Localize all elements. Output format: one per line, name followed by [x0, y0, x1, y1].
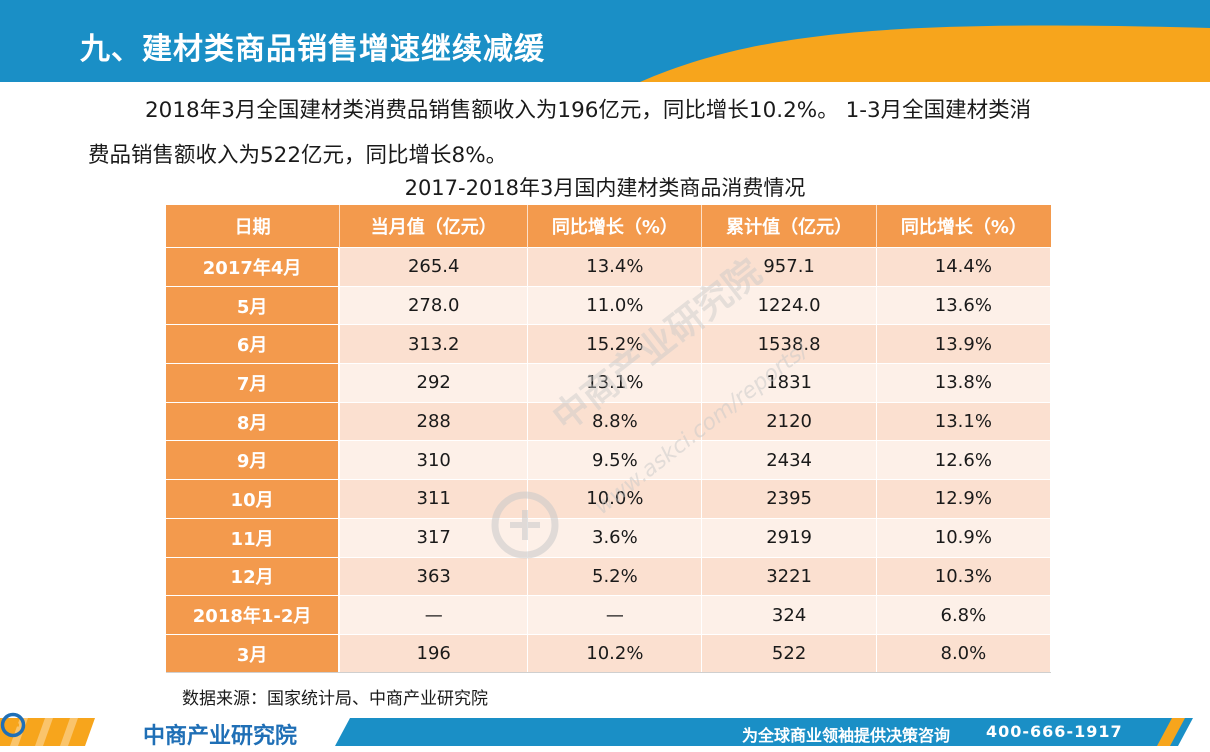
- table-title: 2017-2018年3月国内建材类商品消费情况: [404, 176, 806, 200]
- row-value-cell: 313.2: [340, 325, 529, 365]
- intro-line-2: 费品销售额收入为522亿元，同比增长8%。: [88, 143, 508, 168]
- row-value-cell: 5.2%: [528, 557, 703, 597]
- row-value-cell: 12.6%: [876, 441, 1051, 481]
- row-value-cell: 957.1: [702, 248, 877, 287]
- row-value-cell: 15.2%: [528, 325, 703, 365]
- column-header: 同比增长（%）: [876, 205, 1051, 248]
- row-date-cell: 10月: [166, 480, 341, 519]
- row-value-cell: 13.1%: [528, 364, 703, 403]
- row-value-cell: 288: [340, 402, 529, 442]
- table-row: 8月 288 8.8% 2120 13.1%: [166, 402, 1051, 442]
- row-value-cell: 12.9%: [876, 480, 1051, 519]
- row-value-cell: 10.9%: [876, 518, 1051, 558]
- data-source: 数据来源：国家统计局、中商产业研究院: [182, 689, 488, 709]
- row-value-cell: 8.0%: [876, 634, 1051, 674]
- row-date-cell: 12月: [166, 557, 341, 597]
- row-value-cell: 13.8%: [876, 364, 1051, 403]
- row-value-cell: 522: [702, 634, 877, 674]
- page-title: 九、建材类商品销售增速继续减缓: [80, 32, 545, 67]
- row-date-cell: 11月: [166, 518, 341, 558]
- table-bottom-divider: [166, 672, 1051, 673]
- row-date-cell: 2017年4月: [166, 248, 341, 287]
- row-value-cell: 265.4: [340, 248, 529, 287]
- row-value-cell: 9.5%: [528, 441, 703, 481]
- row-date-cell: 3月: [166, 634, 341, 674]
- table-row: 3月 196 10.2% 522 8.0%: [166, 634, 1051, 674]
- row-value-cell: 1831: [702, 364, 877, 403]
- row-value-cell: 196: [340, 634, 529, 674]
- row-value-cell: 6.8%: [876, 596, 1051, 635]
- table-row: 2017年4月 265.4 13.4% 957.1 14.4%: [166, 248, 1051, 287]
- row-date-cell: 8月: [166, 402, 341, 442]
- table-row: 9月 310 9.5% 2434 12.6%: [166, 441, 1051, 481]
- row-value-cell: 10.2%: [528, 634, 703, 674]
- row-value-cell: 13.6%: [876, 286, 1051, 326]
- row-value-cell: 2395: [702, 480, 877, 519]
- column-header: 同比增长（%）: [528, 205, 703, 248]
- table-row: 6月 313.2 15.2% 1538.8 13.9%: [166, 325, 1051, 365]
- row-value-cell: 3221: [702, 557, 877, 597]
- intro-line-1: 2018年3月全国建材类消费品销售额收入为196亿元，同比增长10.2%。 1-…: [145, 98, 1032, 123]
- table-row: 10月 311 10.0% 2395 12.9%: [166, 480, 1051, 519]
- row-value-cell: 311: [340, 480, 529, 519]
- footer-phone: 400-666-1917: [986, 722, 1123, 741]
- row-value-cell: 1224.0: [702, 286, 877, 326]
- row-value-cell: 8.8%: [528, 402, 703, 442]
- table-row: 5月 278.0 11.0% 1224.0 13.6%: [166, 286, 1051, 326]
- header-banner: 九、建材类商品销售增速继续减缓: [0, 0, 1210, 82]
- row-value-cell: 324: [702, 596, 877, 635]
- row-value-cell: 2919: [702, 518, 877, 558]
- table-row: 12月 363 5.2% 3221 10.3%: [166, 557, 1051, 597]
- table-row: 7月 292 13.1% 1831 13.8%: [166, 364, 1051, 403]
- row-date-cell: 6月: [166, 325, 341, 365]
- row-value-cell: 292: [340, 364, 529, 403]
- table-header-row: 日期 当月值（亿元） 同比增长（%） 累计值（亿元） 同比增长（%）: [166, 205, 1051, 248]
- column-header: 当月值（亿元）: [340, 205, 529, 248]
- row-date-cell: 7月: [166, 364, 341, 403]
- column-header: 日期: [166, 205, 341, 248]
- row-value-cell: 13.9%: [876, 325, 1051, 365]
- row-value-cell: 2120: [702, 402, 877, 442]
- row-value-cell: 1538.8: [702, 325, 877, 365]
- header-background: [0, 0, 1210, 82]
- intro-paragraph: 2018年3月全国建材类消费品销售额收入为196亿元，同比增长10.2%。 1-…: [88, 88, 1128, 178]
- row-value-cell: 310: [340, 441, 529, 481]
- row-value-cell: 317: [340, 518, 529, 558]
- table-row: 2018年1-2月 — —324 6.8%: [166, 596, 1051, 635]
- row-value-cell: 14.4%: [876, 248, 1051, 287]
- askci-logo-icon: [0, 712, 26, 738]
- footer-bar: 中商产业研究院 为全球商业领袖提供决策咨询 400-666-1917: [0, 712, 1210, 752]
- footer-slogan: 为全球商业领袖提供决策咨询: [742, 726, 951, 745]
- row-value-cell: 11.0%: [528, 286, 703, 326]
- row-value-cell: —: [528, 596, 703, 635]
- row-value-cell: 10.3%: [876, 557, 1051, 597]
- sales-table: 日期 当月值（亿元） 同比增长（%） 累计值（亿元） 同比增长（%） 2017年…: [166, 205, 1051, 674]
- table-body: 2017年4月 265.4 13.4% 957.1 14.4% 5月 278.0 11.0% 1…: [166, 248, 1051, 674]
- row-date-cell: 5月: [166, 286, 341, 326]
- footer-brand: 中商产业研究院: [143, 724, 298, 749]
- column-header: 累计值（亿元）: [702, 205, 877, 248]
- table-row: 11月 317 3.6% 2919 10.9%: [166, 518, 1051, 558]
- row-value-cell: 13.4%: [528, 248, 703, 287]
- row-value-cell: —: [340, 596, 529, 635]
- row-value-cell: 363: [340, 557, 529, 597]
- row-date-cell: 9月: [166, 441, 341, 481]
- row-value-cell: 3.6%: [528, 518, 703, 558]
- row-value-cell: 278.0: [340, 286, 529, 326]
- row-date-cell: 2018年1-2月: [166, 596, 341, 635]
- row-value-cell: 13.1%: [876, 402, 1051, 442]
- row-value-cell: 2434: [702, 441, 877, 481]
